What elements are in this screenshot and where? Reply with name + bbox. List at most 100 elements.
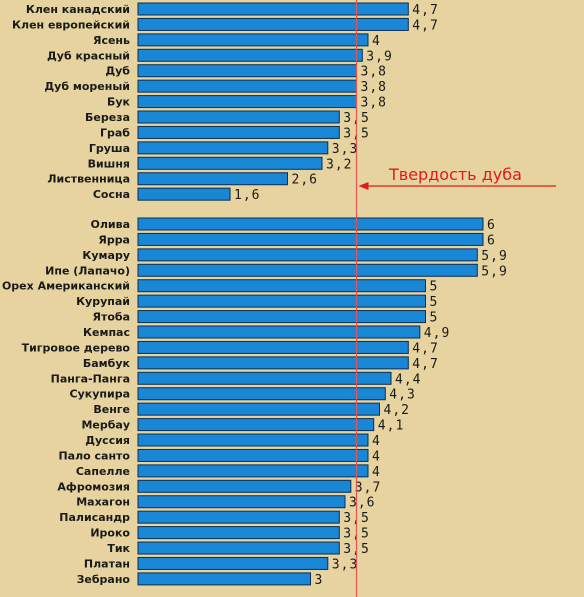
- category-label-g1-16: Сапелле: [76, 465, 130, 478]
- bar-g1-15: [137, 448, 369, 462]
- category-label-g1-14: Дуссия: [85, 434, 130, 447]
- bar-g1-5: [137, 294, 426, 308]
- value-label-g1-18: 3,6: [349, 496, 375, 511]
- bar-g1-7: [137, 325, 421, 339]
- oak-hardness-annotation: Твердость дуба: [358, 165, 556, 190]
- annotation-arrow-head: [358, 182, 369, 190]
- bar-g0-6: [137, 95, 357, 109]
- value-label-g0-9: 3,3: [332, 142, 358, 157]
- category-label-g1-22: Платан: [84, 557, 130, 570]
- value-label-g1-11: 4,3: [389, 388, 415, 403]
- category-label-g0-5: Дуб мореный: [44, 80, 130, 93]
- value-label-g1-1: 6: [487, 233, 496, 248]
- value-label-g1-23: 3: [315, 573, 324, 588]
- value-label-g1-6: 5: [430, 311, 439, 326]
- value-label-g1-14: 4: [372, 434, 381, 449]
- bar-g1-2: [137, 248, 478, 262]
- bar-g1-6: [137, 310, 426, 324]
- category-label-g1-12: Венге: [93, 403, 130, 416]
- value-label-g0-1: 4,7: [412, 18, 438, 33]
- value-label-g1-10: 4,4: [395, 372, 421, 387]
- value-label-g0-3: 3,9: [366, 49, 392, 64]
- bar-g1-1: [137, 232, 484, 246]
- value-label-g0-2: 4: [372, 34, 381, 49]
- bar-g0-0: [137, 2, 409, 16]
- bar-g1-3: [137, 263, 478, 277]
- value-label-g1-4: 5: [430, 280, 439, 295]
- value-label-g1-2: 5,9: [481, 249, 507, 264]
- bar-g0-7: [137, 110, 340, 124]
- bar-g0-8: [137, 125, 340, 139]
- category-label-g1-19: Палисандр: [59, 511, 130, 524]
- category-label-g1-21: Тик: [107, 542, 130, 555]
- category-label-g1-6: Ятоба: [92, 311, 130, 324]
- value-label-g1-17: 3,7: [355, 480, 381, 495]
- category-label-g0-4: Дуб: [105, 65, 130, 78]
- category-label-g0-10: Вишня: [88, 157, 130, 170]
- bar-g1-14: [137, 433, 369, 447]
- bar-g1-23: [137, 572, 311, 586]
- value-label-g0-4: 3,8: [361, 65, 387, 80]
- category-label-g0-7: Береза: [85, 111, 130, 124]
- value-label-g1-16: 4: [372, 465, 381, 480]
- category-label-g1-17: Афромозия: [57, 480, 130, 493]
- category-label-g1-13: Мербау: [81, 419, 130, 432]
- bar-g0-5: [137, 79, 357, 93]
- category-label-g0-9: Груша: [89, 142, 130, 155]
- category-label-g0-11: Лиственница: [47, 173, 130, 186]
- bar-g1-9: [137, 356, 409, 370]
- bar-g1-10: [137, 371, 392, 385]
- value-label-g1-5: 5: [430, 295, 439, 310]
- bar-g1-20: [137, 526, 340, 540]
- bar-g0-1: [137, 17, 409, 31]
- bar-g0-4: [137, 64, 357, 78]
- value-label-g0-5: 3,8: [361, 80, 387, 95]
- bar-g0-11: [137, 172, 288, 186]
- value-label-g1-7: 4,9: [424, 326, 450, 341]
- value-label-g1-13: 4,1: [378, 419, 404, 434]
- bar-g0-2: [137, 33, 369, 47]
- bar-g1-8: [137, 340, 409, 354]
- value-label-g0-12: 1,6: [234, 188, 260, 203]
- value-label-g1-0: 6: [487, 218, 496, 233]
- bar-g1-0: [137, 217, 484, 231]
- category-label-g0-0: Клен канадский: [26, 3, 130, 16]
- category-label-g1-1: Ярра: [98, 233, 130, 246]
- value-label-g1-15: 4: [372, 449, 381, 464]
- bar-g1-22: [137, 556, 329, 570]
- bar-g1-18: [137, 495, 346, 509]
- category-label-g1-15: Пало санто: [58, 449, 130, 462]
- category-label-g1-0: Олива: [91, 218, 131, 231]
- bar-g1-21: [137, 541, 340, 555]
- value-label-g1-9: 4,7: [412, 357, 438, 372]
- category-label-g0-2: Ясень: [93, 34, 130, 47]
- category-label-g1-8: Тигровое дерево: [22, 341, 131, 354]
- category-label-g1-23: Зебрано: [77, 573, 131, 586]
- value-label-g0-6: 3,8: [361, 96, 387, 111]
- category-label-g1-18: Махагон: [76, 496, 130, 509]
- category-label-g1-10: Панга-Панга: [51, 372, 130, 385]
- bar-g1-19: [137, 510, 340, 524]
- category-label-g1-3: Ипе (Лапачо): [45, 264, 130, 277]
- bar-g1-12: [137, 402, 380, 416]
- category-label-g0-8: Граб: [100, 126, 130, 139]
- bar-g1-17: [137, 479, 352, 493]
- bar-g0-3: [137, 48, 363, 62]
- category-label-g1-2: Кумару: [82, 249, 130, 262]
- category-label-g0-12: Сосна: [93, 188, 130, 201]
- category-label-g1-7: Кемпас: [83, 326, 130, 339]
- value-label-g1-3: 5,9: [481, 264, 507, 279]
- bars-layer: Клен канадский 4,7 Клен европейский 4,7 Ясен…: [2, 2, 507, 588]
- bar-g1-13: [137, 418, 375, 432]
- category-label-g1-9: Бамбук: [83, 357, 131, 370]
- category-label-g1-11: Сукупира: [70, 388, 130, 401]
- value-label-g0-10: 3,2: [326, 157, 352, 172]
- bar-g1-16: [137, 464, 369, 478]
- category-label-g0-1: Клен европейский: [12, 18, 130, 31]
- category-label-g0-6: Бук: [107, 96, 131, 109]
- value-label-g1-8: 4,7: [412, 341, 438, 356]
- category-label-g0-3: Дуб красный: [47, 49, 130, 62]
- bar-g0-12: [137, 187, 231, 201]
- bar-g1-4: [137, 279, 426, 293]
